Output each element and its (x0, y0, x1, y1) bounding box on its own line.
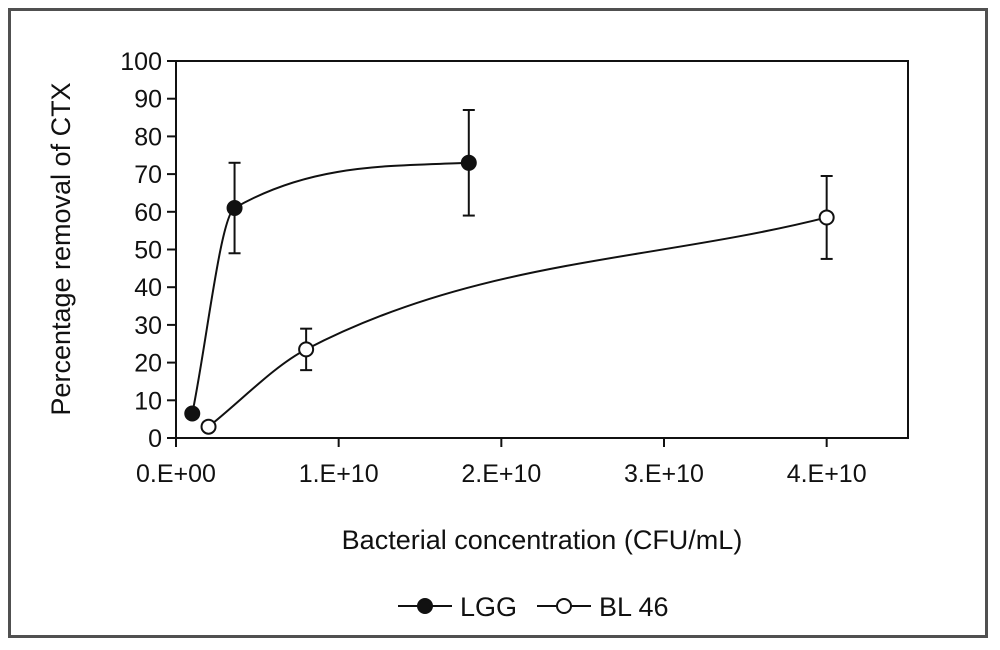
y-tick-label: 40 (134, 274, 162, 302)
x-tick-label: 4.E+10 (787, 460, 867, 488)
y-tick-label: 80 (134, 123, 162, 151)
x-axis-title: Bacterial concentration (CFU/mL) (342, 525, 743, 555)
x-tick-label: 0.E+00 (136, 460, 216, 488)
y-tick-label: 100 (120, 48, 162, 76)
data-point-bl46 (298, 341, 315, 358)
y-tick-label: 60 (134, 199, 162, 227)
error-bars (228, 109, 833, 372)
y-tick-label: 30 (134, 312, 162, 340)
legend-label-lgg: LGG (460, 592, 517, 622)
x-axis-ticks: 0.E+00 1.E+10 2.E+10 3.E+10 4.E+10 (136, 438, 867, 488)
y-tick-label: 50 (134, 237, 162, 265)
data-point-bl46 (200, 418, 217, 435)
data-points (184, 154, 835, 435)
x-tick-label: 3.E+10 (624, 460, 704, 488)
plot-area (175, 60, 909, 439)
data-point-lgg (184, 405, 201, 422)
legend: LGG BL 46 (398, 592, 669, 622)
series-line-bl46 (207, 216, 827, 428)
y-tick-label: 20 (134, 350, 162, 378)
y-tick-label: 0 (148, 425, 162, 453)
data-point-lgg (226, 200, 243, 217)
y-axis-title: Percentage removal of CTX (46, 82, 76, 415)
legend-label-bl46: BL 46 (599, 592, 669, 622)
x-tick-label: 2.E+10 (461, 460, 541, 488)
legend-marker-lgg (417, 598, 433, 614)
series-curves (191, 161, 827, 428)
data-point-bl46 (818, 209, 835, 226)
legend-marker-bl46 (556, 598, 572, 614)
data-point-lgg (460, 154, 477, 171)
y-tick-label: 70 (134, 161, 162, 189)
y-tick-label: 90 (134, 86, 162, 114)
y-tick-label: 10 (134, 387, 162, 415)
x-tick-label: 1.E+10 (299, 460, 379, 488)
chart-frame (8, 8, 988, 638)
y-axis-ticks: 0 10 20 30 40 50 60 70 80 90 100 (120, 48, 176, 453)
